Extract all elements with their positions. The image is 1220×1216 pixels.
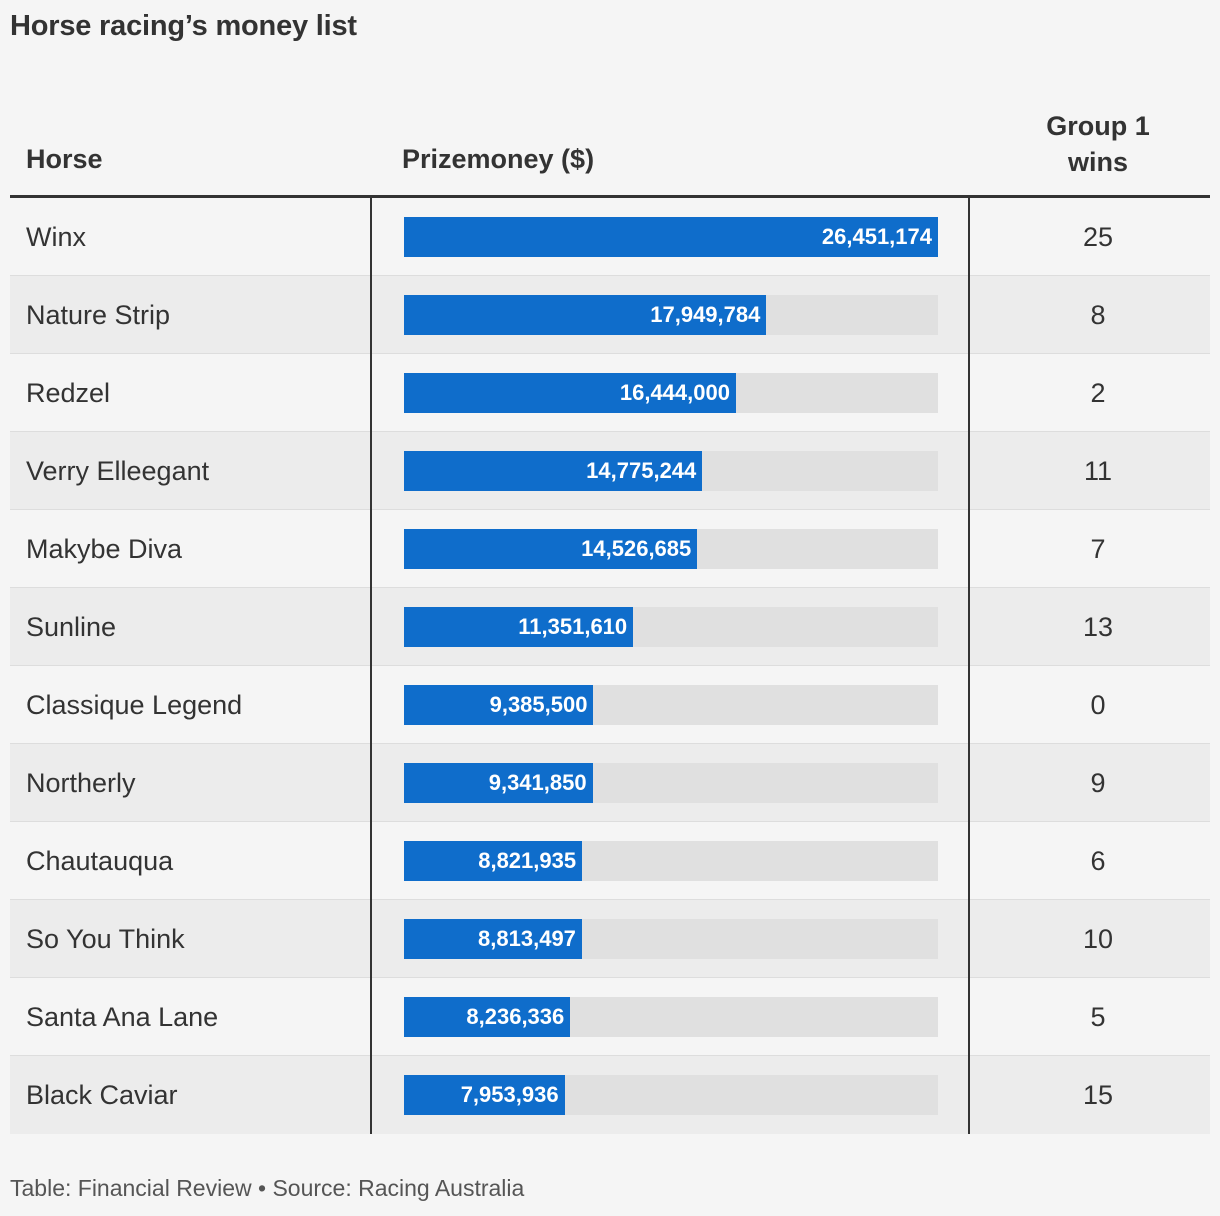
- source-footer: Table: Financial Review • Source: Racing…: [10, 1175, 525, 1201]
- bar-track: 9,341,850: [404, 763, 938, 803]
- group1-wins: 10: [1082, 924, 1114, 954]
- prizemoney-cell: 14,775,244: [370, 432, 970, 510]
- horse-name: Chautauqua: [26, 846, 174, 876]
- table-row: Winx 26,451,174 25: [10, 198, 1210, 276]
- prizemoney-label: 11,351,610: [518, 614, 628, 639]
- bar-track: 14,775,244: [404, 451, 938, 491]
- horse-name: Verry Elleegant: [26, 456, 210, 486]
- group1-wins: 13: [1082, 612, 1114, 642]
- group1-wins: 7: [1090, 534, 1106, 564]
- table-row: Black Caviar 7,953,936 15: [10, 1056, 1210, 1134]
- group1-wins: 9: [1090, 768, 1106, 798]
- horse-name: Black Caviar: [26, 1080, 178, 1110]
- header-group1-wins-line1: Group 1: [1046, 111, 1150, 141]
- bar-track: 8,821,935: [404, 841, 938, 881]
- prizemoney-cell: 17,949,784: [370, 276, 970, 354]
- header-group1-wins-line2: wins: [1067, 147, 1128, 177]
- prizemoney-label: 8,236,336: [466, 1004, 565, 1029]
- group1-wins: 5: [1090, 1002, 1106, 1032]
- prizemoney-cell: 8,821,935: [370, 822, 970, 900]
- prizemoney-label: 14,775,244: [586, 458, 697, 483]
- prizemoney-cell: 8,813,497: [370, 900, 970, 978]
- header-prizemoney: Prizemoney ($): [402, 144, 595, 174]
- group1-wins: 25: [1082, 222, 1114, 252]
- table-row: Nature Strip 17,949,784 8: [10, 276, 1210, 354]
- bar-track: 11,351,610: [404, 607, 938, 647]
- group1-wins: 8: [1090, 300, 1106, 330]
- prizemoney-cell: 9,385,500: [370, 666, 970, 744]
- horse-name: Winx: [26, 222, 86, 252]
- horse-name: Makybe Diva: [26, 534, 183, 564]
- prizemoney-label: 16,444,000: [619, 380, 730, 405]
- prizemoney-bar: 14,775,244: [404, 451, 703, 491]
- prizemoney-cell: 7,953,936: [370, 1056, 970, 1134]
- prizemoney-cell: 16,444,000: [370, 354, 970, 432]
- prizemoney-label: 26,451,174: [821, 224, 932, 249]
- table-header: Horse Prizemoney ($) Group 1 wins: [10, 100, 1210, 198]
- chart-title: Horse racing’s money list: [10, 10, 357, 42]
- bar-track: 16,444,000: [404, 373, 938, 413]
- horse-name: Classique Legend: [26, 690, 243, 720]
- table-row: Verry Elleegant 14,775,244 11: [10, 432, 1210, 510]
- table-row: Classique Legend 9,385,500 0: [10, 666, 1210, 744]
- prizemoney-cell: 26,451,174: [370, 198, 970, 276]
- group1-wins: 2: [1090, 378, 1106, 408]
- money-list-table: Horse Prizemoney ($) Group 1 wins Winx 26…: [10, 100, 1210, 1134]
- prizemoney-bar: 8,236,336: [404, 997, 571, 1037]
- table-body: Winx 26,451,174 25 Nature Strip 17,949,784 8 R…: [10, 198, 1210, 1134]
- prizemoney-label: 9,341,850: [488, 770, 587, 795]
- prizemoney-label: 8,813,497: [478, 926, 576, 951]
- prizemoney-bar: 8,813,497: [404, 919, 582, 959]
- prizemoney-bar: 14,526,685: [404, 529, 698, 569]
- table-row: So You Think 8,813,497 10: [10, 900, 1210, 978]
- prizemoney-label: 17,949,784: [650, 302, 761, 327]
- table-row: Redzel 16,444,000 2: [10, 354, 1210, 432]
- table-row: Chautauqua 8,821,935 6: [10, 822, 1210, 900]
- table-row: Northerly 9,341,850 9: [10, 744, 1210, 822]
- prizemoney-cell: 8,236,336: [370, 978, 970, 1056]
- prizemoney-label: 8,821,935: [478, 848, 577, 873]
- prizemoney-bar: 17,949,784: [404, 295, 767, 335]
- group1-wins: 15: [1082, 1080, 1114, 1110]
- prizemoney-cell: 14,526,685: [370, 510, 970, 588]
- table-row: Santa Ana Lane 8,236,336 5: [10, 978, 1210, 1056]
- horse-name: Northerly: [26, 768, 136, 798]
- bar-track: 9,385,500: [404, 685, 938, 725]
- prizemoney-bar: 16,444,000: [404, 373, 736, 413]
- bar-track: 7,953,936: [404, 1075, 938, 1115]
- horse-name: So You Think: [26, 924, 185, 954]
- prizemoney-bar: 9,385,500: [404, 685, 594, 725]
- prizemoney-label: 14,526,685: [581, 536, 692, 561]
- prizemoney-cell: 11,351,610: [370, 588, 970, 666]
- bar-track: 14,526,685: [404, 529, 938, 569]
- prizemoney-bar: 9,341,850: [404, 763, 593, 803]
- prizemoney-bar: 7,953,936: [404, 1075, 565, 1115]
- table-row: Sunline 11,351,610 13: [10, 588, 1210, 666]
- header-horse: Horse: [26, 144, 103, 174]
- bar-track: 8,813,497: [404, 919, 938, 959]
- prizemoney-cell: 9,341,850: [370, 744, 970, 822]
- prizemoney-label: 7,953,936: [460, 1082, 559, 1107]
- prizemoney-label: 9,385,500: [489, 692, 588, 717]
- prizemoney-bar: 26,451,174: [404, 217, 938, 257]
- group1-wins: 6: [1090, 846, 1106, 876]
- header-group1-wins: Group 1 wins: [972, 108, 1220, 180]
- table-row: Makybe Diva 14,526,685 7: [10, 510, 1210, 588]
- horse-name: Santa Ana Lane: [26, 1002, 219, 1032]
- group1-wins: 0: [1090, 690, 1106, 720]
- horse-name: Redzel: [26, 378, 111, 408]
- bar-track: 26,451,174: [404, 217, 938, 257]
- horse-name: Sunline: [26, 612, 117, 642]
- group1-wins: 11: [1083, 456, 1113, 486]
- bar-track: 8,236,336: [404, 997, 938, 1037]
- horse-name: Nature Strip: [26, 300, 171, 330]
- prizemoney-bar: 11,351,610: [404, 607, 634, 647]
- prizemoney-bar: 8,821,935: [404, 841, 583, 881]
- bar-track: 17,949,784: [404, 295, 938, 335]
